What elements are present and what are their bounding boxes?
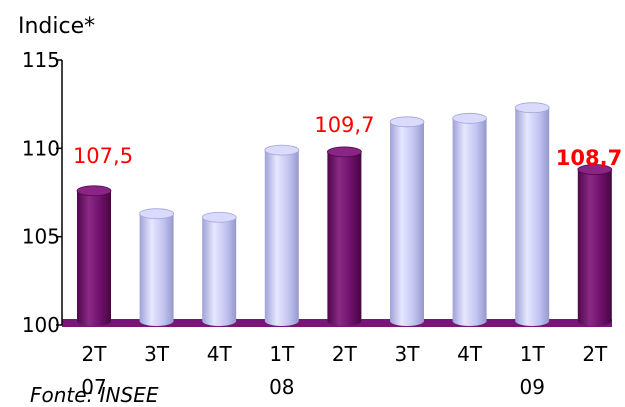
bar xyxy=(452,112,488,327)
bar-top xyxy=(452,112,488,124)
x-tick-label: 1T xyxy=(520,342,546,366)
bar xyxy=(389,116,425,326)
x-tick-label: 09 xyxy=(519,375,544,397)
x-tick-label: 08 xyxy=(269,375,294,397)
bar-top xyxy=(139,208,175,220)
bar-body xyxy=(515,107,550,326)
bar-body xyxy=(390,121,424,326)
data-label: 108,7 xyxy=(556,146,622,170)
x-tick-label: 2T xyxy=(332,342,358,366)
bar-top xyxy=(389,116,425,128)
bar xyxy=(326,146,362,327)
x-tick-label: 3T xyxy=(395,342,421,366)
x-tick-label: 4T xyxy=(207,342,233,366)
x-tick-label: 3T xyxy=(144,342,170,366)
bar-top xyxy=(264,144,300,156)
bar-body xyxy=(452,118,487,327)
y-tick-label: 105 xyxy=(22,225,60,249)
bar xyxy=(264,144,300,326)
y-tick-label: 115 xyxy=(22,48,60,72)
x-tick-label: 4T xyxy=(457,342,483,366)
bar-top xyxy=(201,211,237,223)
y-axis-title: Indice* xyxy=(18,14,96,39)
data-label: 109,7 xyxy=(314,113,374,137)
bar-top xyxy=(76,185,112,197)
x-tick-label: 2T xyxy=(582,342,608,366)
bar xyxy=(514,102,550,326)
bar-top xyxy=(577,164,613,175)
bar-body xyxy=(139,213,174,327)
bar xyxy=(139,208,175,327)
y-tick-label: 100 xyxy=(22,313,60,337)
bar-top xyxy=(514,102,550,114)
bar-body xyxy=(77,190,111,326)
x-tick-label: 2T xyxy=(82,342,108,366)
bar xyxy=(76,185,112,326)
y-tick-label: 110 xyxy=(22,136,60,160)
source-note: Fonte: INSEE xyxy=(30,383,159,407)
bar-body xyxy=(202,217,237,327)
data-label: 107,5 xyxy=(73,144,133,168)
bar-body xyxy=(264,150,299,326)
bar-top xyxy=(326,146,362,158)
bar xyxy=(201,211,237,327)
bar-body xyxy=(327,151,362,327)
bar-body xyxy=(577,169,612,327)
bar xyxy=(577,164,613,327)
x-tick-label: 07 xyxy=(81,375,106,397)
bar-chart: 100 105 110 115 2T 07 3T 4T 1T 08 2T 3T 4T 1T 09 2T 107… xyxy=(22,48,622,397)
x-tick-label: 1T xyxy=(269,342,295,366)
